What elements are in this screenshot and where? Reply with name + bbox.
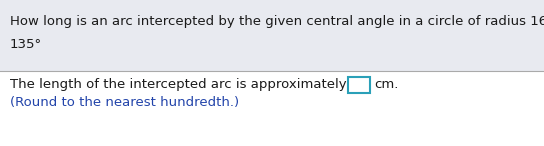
Text: 135°: 135° bbox=[10, 38, 42, 51]
FancyBboxPatch shape bbox=[0, 0, 544, 71]
FancyBboxPatch shape bbox=[0, 71, 544, 146]
FancyBboxPatch shape bbox=[348, 77, 370, 93]
Text: The length of the intercepted arc is approximately: The length of the intercepted arc is app… bbox=[10, 78, 347, 91]
Text: How long is an arc intercepted by the given central angle in a circle of radius : How long is an arc intercepted by the gi… bbox=[10, 15, 544, 28]
Text: cm.: cm. bbox=[374, 78, 398, 91]
Text: (Round to the nearest hundredth.): (Round to the nearest hundredth.) bbox=[10, 96, 239, 109]
